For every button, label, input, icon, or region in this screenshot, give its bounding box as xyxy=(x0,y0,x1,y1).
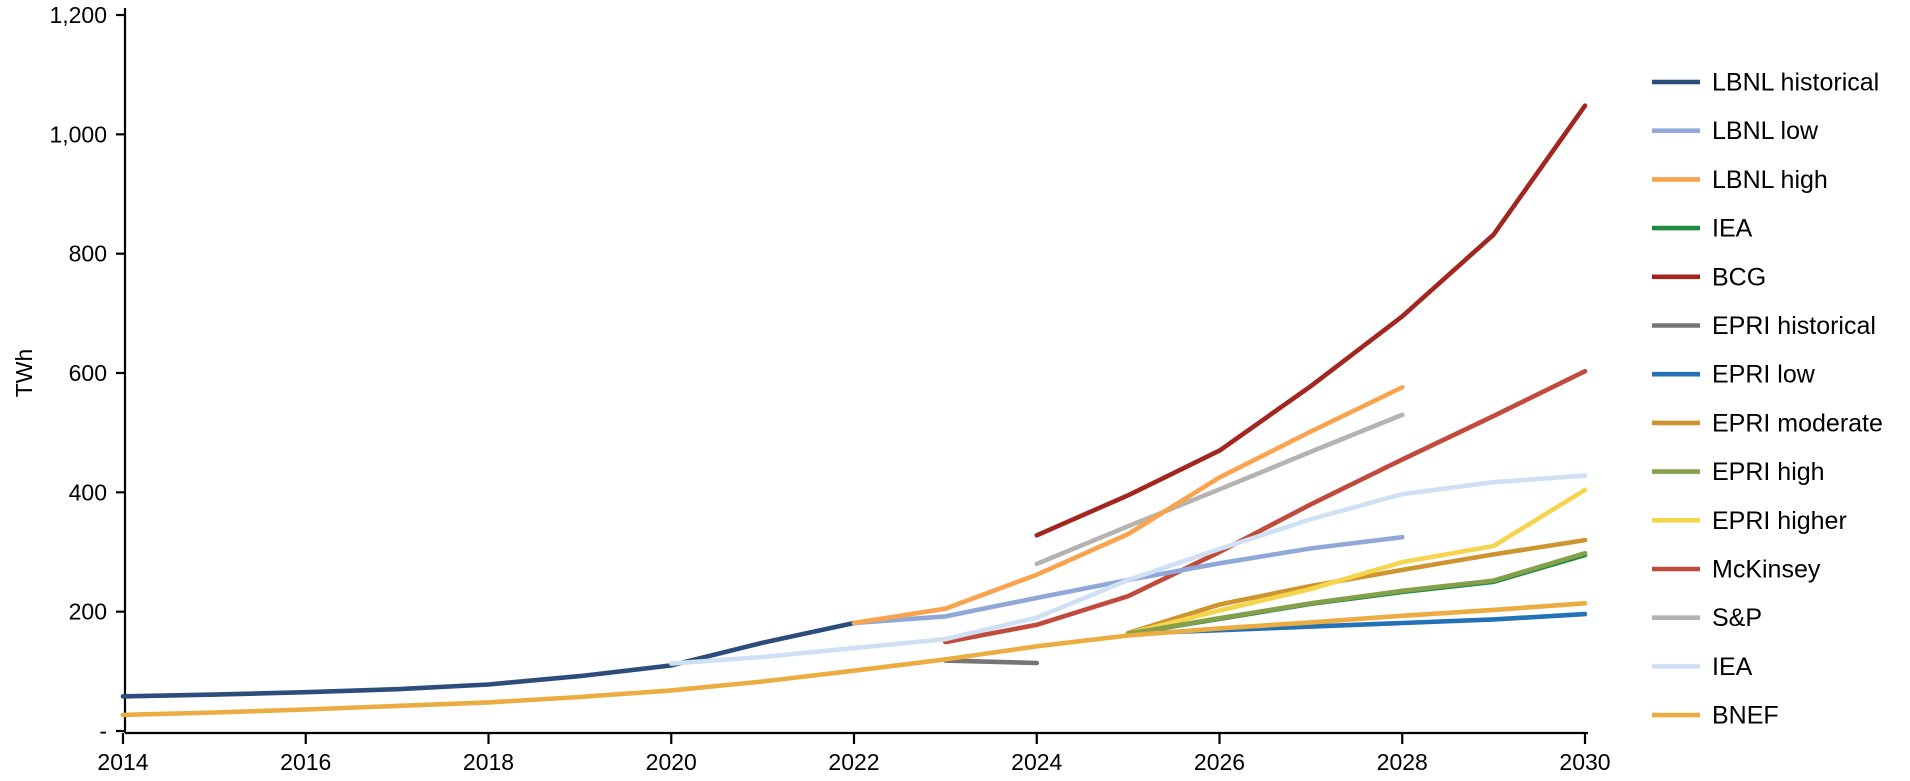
legend-label-lbnl-high: LBNL high xyxy=(1712,166,1828,194)
legend-item-lbnl-low: LBNL low xyxy=(1652,117,1819,145)
series-line-mckinsey xyxy=(943,368,1588,645)
legend-item-iea-green: IEA xyxy=(1652,215,1753,243)
legend-item-lbnl-high: LBNL high xyxy=(1652,166,1828,194)
legend-label-iea-blue: IEA xyxy=(1712,653,1753,681)
legend-item-sp: S&P xyxy=(1652,604,1762,632)
series-line-bcg xyxy=(1034,103,1588,538)
y-axis-title: TWh xyxy=(11,349,37,398)
y-tick-label: 1,000 xyxy=(49,121,107,147)
legend-item-lbnl-historical: LBNL historical xyxy=(1652,69,1879,97)
legend-item-epri-higher: EPRI higher xyxy=(1652,507,1847,535)
series-line-sp xyxy=(1034,412,1405,567)
legend-label-sp: S&P xyxy=(1712,604,1762,632)
y-tick-label: 600 xyxy=(69,360,107,386)
x-tick-label: 2028 xyxy=(1377,749,1428,775)
legend-label-iea-green: IEA xyxy=(1712,215,1753,243)
y-tick-label: 800 xyxy=(69,241,107,267)
series-line-epri-moderate xyxy=(1125,537,1588,636)
legend-label-lbnl-low: LBNL low xyxy=(1712,117,1819,145)
legend-item-mckinsey: McKinsey xyxy=(1652,556,1821,584)
y-tick-label: 200 xyxy=(69,599,107,625)
series-line-lbnl-historical xyxy=(120,620,857,699)
x-tick-label: 2030 xyxy=(1559,749,1610,775)
x-tick-label: 2020 xyxy=(646,749,697,775)
series-line-lbnl-high xyxy=(851,384,1405,626)
x-tick-label: 2026 xyxy=(1194,749,1245,775)
series-line-iea-blue xyxy=(668,473,1588,666)
legend-label-epri-high: EPRI high xyxy=(1712,458,1825,486)
legend-label-epri-low: EPRI low xyxy=(1712,361,1816,389)
legend-item-bnef: BNEF xyxy=(1652,702,1779,730)
x-tick-label: 2022 xyxy=(828,749,879,775)
legend-label-bcg: BCG xyxy=(1712,263,1766,291)
x-tick-label: 2016 xyxy=(280,749,331,775)
legend-item-epri-moderate: EPRI moderate xyxy=(1652,409,1883,437)
legend-item-epri-low: EPRI low xyxy=(1652,361,1816,389)
legend-item-bcg: BCG xyxy=(1652,263,1766,291)
series-line-epri-historical xyxy=(943,658,1040,666)
legend-item-iea-blue: IEA xyxy=(1652,653,1753,681)
legend-label-lbnl-historical: LBNL historical xyxy=(1712,69,1879,97)
x-tick-label: 2014 xyxy=(97,749,148,775)
y-tick-label: - xyxy=(99,718,107,744)
y-tick-label: 400 xyxy=(69,479,107,505)
x-tick-label: 2024 xyxy=(1011,749,1062,775)
y-tick-label: 1,200 xyxy=(49,2,107,28)
legend-label-epri-higher: EPRI higher xyxy=(1712,507,1847,535)
legend-label-epri-moderate: EPRI moderate xyxy=(1712,409,1883,437)
series-line-bnef xyxy=(120,600,1588,718)
legend-item-epri-historical: EPRI historical xyxy=(1652,312,1876,340)
series-line-epri-high xyxy=(1125,550,1588,637)
legend-item-epri-high: EPRI high xyxy=(1652,458,1825,486)
series-line-epri-higher xyxy=(1125,487,1588,637)
x-tick-label: 2018 xyxy=(463,749,514,775)
legend-label-mckinsey: McKinsey xyxy=(1712,556,1821,584)
legend-label-epri-historical: EPRI historical xyxy=(1712,312,1876,340)
legend-label-bnef: BNEF xyxy=(1712,702,1779,730)
